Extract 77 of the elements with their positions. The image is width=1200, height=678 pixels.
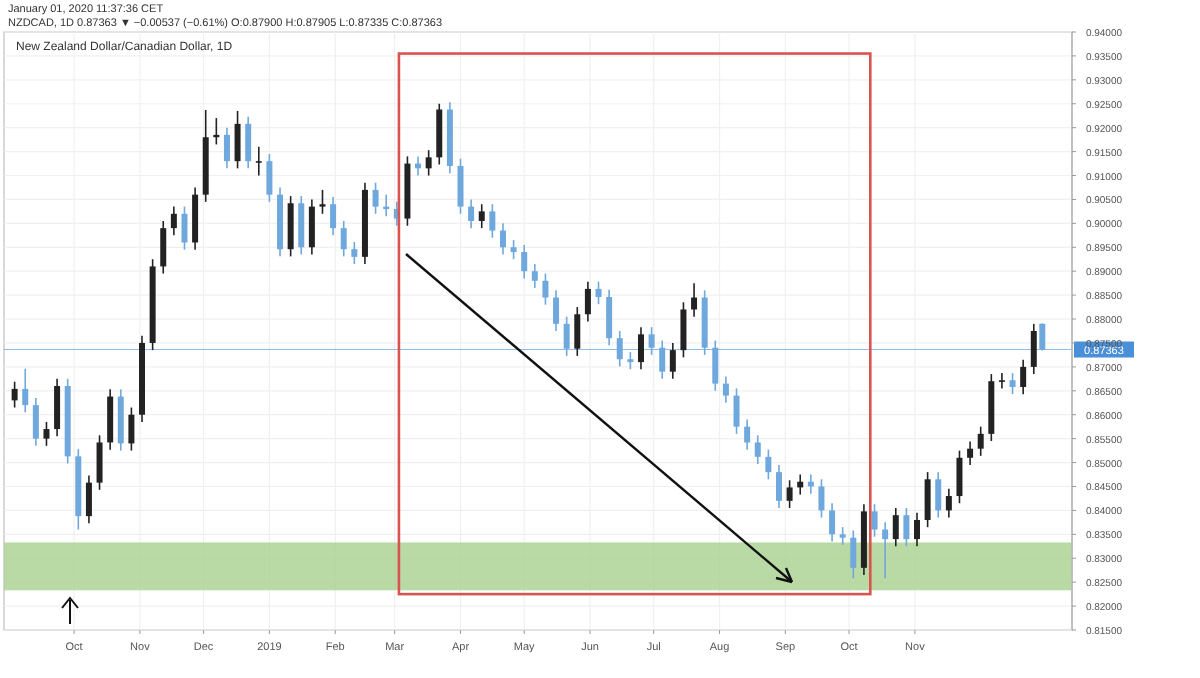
candlestick <box>606 289 613 347</box>
candlestick <box>829 502 836 543</box>
candlestick <box>967 440 974 466</box>
candlestick <box>850 529 857 580</box>
candlestick <box>478 203 485 229</box>
candlestick <box>924 471 931 528</box>
candlestick <box>319 189 326 215</box>
candlestick <box>468 198 475 229</box>
candlestick <box>85 474 92 525</box>
candlestick <box>489 203 496 239</box>
candlestick <box>1030 323 1037 375</box>
candlestick <box>372 181 379 215</box>
candlestick <box>935 471 942 519</box>
candlestick <box>330 196 337 237</box>
candlestick <box>425 149 432 177</box>
candlestick <box>181 205 188 251</box>
candlestick <box>818 478 825 519</box>
candlestick <box>11 380 18 409</box>
candlestick <box>521 244 528 280</box>
candlestick <box>595 280 602 306</box>
candlestick <box>43 421 50 447</box>
candlestick <box>1009 372 1016 395</box>
candlestick <box>882 521 889 580</box>
candlestick <box>977 425 984 457</box>
candlestick <box>234 110 241 170</box>
candlestick <box>223 126 230 170</box>
candlestick <box>637 326 644 371</box>
candlestick <box>192 186 199 251</box>
candlestick <box>733 387 740 435</box>
candlestick <box>574 306 581 357</box>
candlestick <box>499 222 506 256</box>
candlestick <box>680 301 687 359</box>
candlestick <box>892 507 899 548</box>
candlestick <box>691 282 698 318</box>
candlestick <box>351 241 358 265</box>
candlestick <box>616 330 623 368</box>
candlestick <box>128 406 135 452</box>
candlestick <box>786 479 793 509</box>
candlestick <box>914 511 920 548</box>
candlestick <box>54 378 61 438</box>
candlestick <box>96 434 103 491</box>
candlestick <box>722 375 729 404</box>
candlestick <box>245 115 252 170</box>
candlestick <box>255 146 262 177</box>
candlestick <box>170 205 177 237</box>
candlestick <box>563 315 570 357</box>
candlestick <box>32 397 39 447</box>
candlestick <box>340 220 347 258</box>
candlestick <box>531 263 538 289</box>
candlestick <box>871 503 878 538</box>
candlestick <box>956 449 963 505</box>
candlestick <box>160 220 167 275</box>
candlestick <box>744 418 751 451</box>
candlestick <box>669 342 676 380</box>
candlestick <box>308 198 315 256</box>
candlestick <box>1039 322 1046 352</box>
candlestick <box>553 289 560 332</box>
candlestick <box>298 195 305 256</box>
candlestick <box>765 448 772 481</box>
candlestick <box>117 388 124 452</box>
candlestick <box>1020 358 1027 395</box>
candlestick <box>659 339 666 380</box>
candlestick <box>775 464 782 509</box>
candlestick <box>266 153 273 203</box>
candlestick <box>584 280 591 323</box>
candlestick <box>712 339 719 392</box>
candlestick <box>754 434 761 465</box>
candlestick <box>903 507 910 548</box>
candlestick <box>287 195 294 258</box>
candlestick <box>510 239 517 261</box>
candlestick <box>542 272 549 306</box>
candlestick <box>107 388 114 451</box>
candlestick <box>945 488 952 519</box>
candlestick <box>648 326 655 356</box>
candlestick <box>998 372 1005 390</box>
candlestick <box>436 102 443 166</box>
candlestick <box>22 367 29 414</box>
